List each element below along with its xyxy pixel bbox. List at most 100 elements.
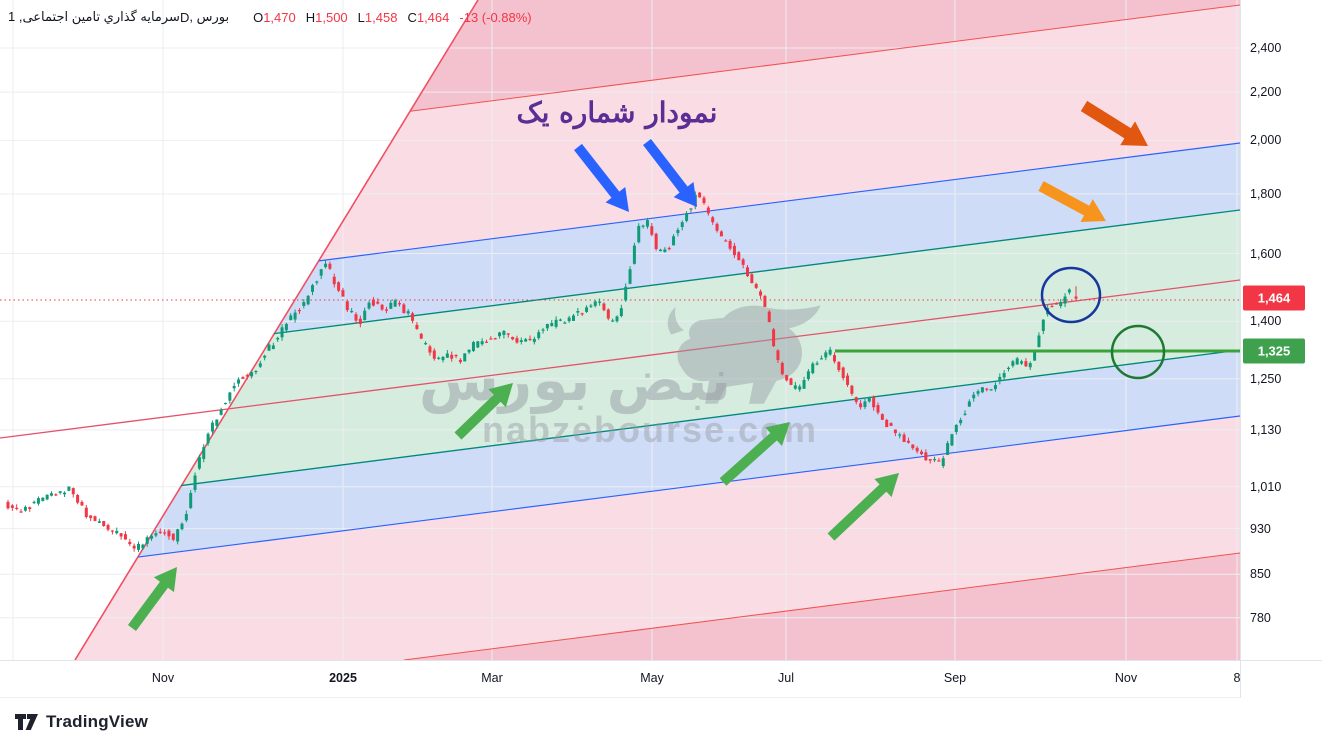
timeframe-label[interactable]: D [179, 9, 190, 25]
candle-body [1050, 306, 1054, 308]
candle-body [119, 533, 123, 537]
drawings[interactable] [127, 100, 1240, 631]
candle-body [302, 302, 306, 306]
median-line[interactable] [0, 279, 1240, 439]
candle-body [641, 225, 645, 227]
dark-orange-arrow-head [1120, 121, 1148, 146]
symbol-title[interactable]: سرمايه گذاري تامين اجتماعى, 1 [8, 9, 180, 24]
candle-body [319, 269, 323, 276]
candle-body [398, 303, 401, 305]
time-tick-label: Sep [943, 671, 967, 685]
candle-body [528, 338, 532, 340]
change-value: -13 (-0.88%) [459, 9, 532, 25]
green-circle[interactable] [1110, 324, 1166, 380]
price-tick-label: 2,400 [1250, 41, 1282, 55]
time-axis[interactable]: Nov 2025 Mar May Jul Sep Nov 8 [0, 660, 1240, 698]
candle-body [637, 225, 641, 243]
channel-lines[interactable] [0, 0, 1240, 660]
price-tick-label: 1,250 [1250, 371, 1282, 386]
candle-body [854, 397, 858, 402]
green-arrow-1[interactable] [127, 567, 177, 631]
upper-teal-line[interactable] [273, 209, 1240, 335]
candle-body [467, 349, 471, 353]
upper-extension-line[interactable] [409, 4, 1240, 112]
candle-body [615, 316, 619, 322]
blue-ellipse[interactable] [1040, 266, 1102, 324]
candle-body [946, 443, 950, 455]
dark-orange-arrow[interactable] [1080, 100, 1148, 146]
candle-body [954, 424, 958, 433]
candle-body [933, 458, 937, 461]
candle-body [419, 333, 423, 339]
candle-body [150, 535, 154, 539]
candle-body [1024, 361, 1028, 367]
candle-body [258, 363, 262, 367]
candle-body [859, 403, 863, 408]
candle-body [376, 301, 380, 304]
candle-body [28, 507, 32, 510]
candle-body [293, 312, 297, 320]
candle-body [828, 349, 832, 355]
candle-body [632, 245, 636, 264]
tradingview-brand-text: TradingView [46, 712, 149, 731]
candle-body [215, 419, 219, 426]
candle-body [102, 521, 106, 526]
green-arrow-4[interactable] [827, 473, 899, 541]
fan-trend-line[interactable] [74, 0, 479, 660]
orange-arrow[interactable] [1038, 181, 1106, 223]
candle-body [920, 451, 923, 455]
candle-body [380, 304, 384, 310]
lower-teal-line[interactable] [180, 349, 1240, 487]
candle-body [511, 337, 515, 340]
time-tick-label: 8 [1233, 671, 1241, 685]
price-axis[interactable]: 2,400 2,200 2,000 1,800 1,600 1,400 1,250 1,130… [1240, 0, 1322, 697]
candle-body [837, 361, 841, 371]
open-value: 1,470 [263, 9, 296, 25]
time-tick-label: Nov [1114, 671, 1138, 685]
lower-blue-line[interactable] [137, 415, 1240, 558]
candle-body [780, 362, 784, 375]
band-pink-bottom [75, 416, 1240, 660]
candle-body [611, 320, 615, 322]
chart-annotation-text[interactable]: نمودار شماره یک [516, 96, 718, 129]
candle-body [193, 475, 197, 490]
time-tick-label: Mar [481, 671, 503, 685]
candle-body [606, 309, 610, 319]
candles[interactable] [6, 191, 1078, 552]
candle-body [393, 300, 397, 307]
candle-body [328, 263, 332, 269]
candle-body [345, 301, 349, 311]
candle-body [667, 247, 671, 250]
chart-plot-area[interactable]: نبض بورس nabzebourse.com سرمايه گذاري تام… [0, 0, 1240, 660]
candle-body [893, 429, 897, 434]
blue-arrow-1[interactable] [574, 143, 629, 212]
candle-body [458, 359, 462, 363]
price-tick-label: 1,400 [1250, 314, 1282, 329]
candle-body [450, 354, 454, 359]
candle-body [819, 358, 823, 360]
tradingview-logo[interactable]: TradingView [14, 711, 148, 733]
green-arrow-3-head [765, 422, 790, 446]
upper-blue-line[interactable] [318, 142, 1240, 262]
candle-body [276, 337, 280, 340]
candle-body [676, 229, 680, 234]
candle-body [10, 505, 14, 508]
blue-arrow-2[interactable] [643, 138, 697, 207]
close-value: 1,464 [416, 9, 450, 25]
candle-body [441, 356, 445, 361]
candle-body [598, 301, 602, 303]
candle-body [741, 259, 745, 265]
candle-body [250, 372, 254, 377]
candle-body [619, 308, 623, 317]
candle-body [863, 401, 867, 407]
candle-body [602, 303, 606, 311]
lower-extension-line[interactable] [403, 552, 1240, 660]
time-tick-label: Jul [778, 671, 794, 685]
candle-body [911, 444, 915, 449]
green-arrow-2[interactable] [454, 383, 513, 440]
candle-body [1011, 361, 1015, 366]
candle-body [967, 401, 971, 407]
green-arrow-3[interactable] [719, 422, 790, 486]
